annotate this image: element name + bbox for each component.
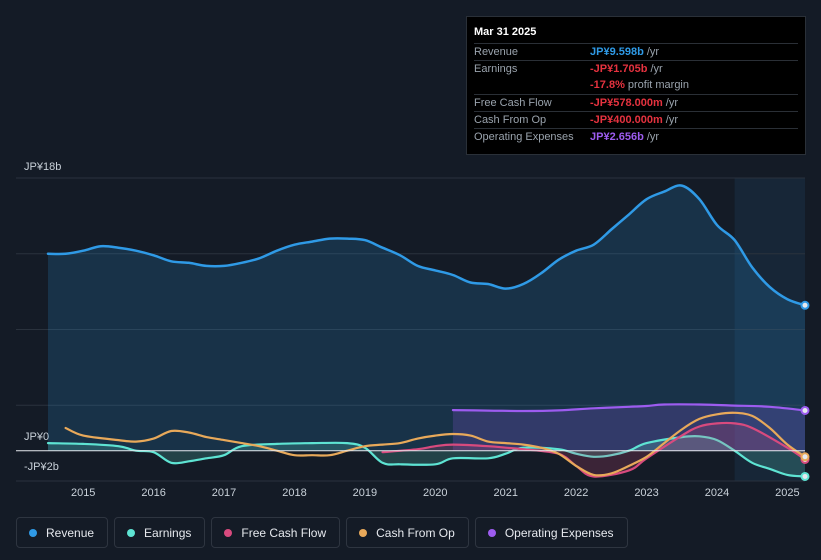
legend-item-free-cash-flow[interactable]: Free Cash Flow <box>211 517 341 548</box>
opex-end-marker <box>800 405 810 415</box>
x-tick-2018: 2018 <box>282 487 306 499</box>
legend-item-operating-expenses[interactable]: Operating Expenses <box>474 517 628 548</box>
tooltip-suffix: /yr <box>646 46 660 58</box>
y-axis-label-zero: JP¥0 <box>24 431 49 443</box>
legend-item-revenue[interactable]: Revenue <box>16 517 109 548</box>
tooltip-label: Earnings <box>474 63 518 75</box>
tooltip-value: -17.8% <box>590 79 625 91</box>
tooltip-suffix: /yr <box>665 114 679 126</box>
cfo-line <box>64 411 807 477</box>
gridlines <box>16 177 805 482</box>
tooltip-date: Mar 31 2025 <box>474 26 537 38</box>
x-tick-2017: 2017 <box>212 487 236 499</box>
tooltip-suffix: /yr <box>646 131 660 143</box>
x-axis-ticks: 2015 2016 2017 2018 2019 2020 2021 2022 2023 2024… <box>71 487 800 499</box>
y-axis-label-top: JP¥18b <box>24 161 61 173</box>
tooltip-row-earnings: Earnings -JP¥1.705b /yr <box>474 60 798 77</box>
tooltip-suffix: /yr <box>665 97 679 109</box>
legend-dot-icon <box>29 528 37 537</box>
tooltip-value: -JP¥400.000m <box>590 114 663 126</box>
tooltip-panel: Mar 31 2025 Revenue JP¥9.598b /yr Earnin… <box>466 16 806 155</box>
tooltip-label: Revenue <box>474 46 519 58</box>
tooltip-value: JP¥9.598b <box>590 46 644 58</box>
tooltip-row-free-cash-flow: Free Cash Flow -JP¥578.000m /yr <box>474 94 798 111</box>
x-tick-2021: 2021 <box>493 487 517 499</box>
legend-label: Cash From Op <box>376 525 455 540</box>
x-tick-2023: 2023 <box>634 487 658 499</box>
x-tick-2022: 2022 <box>564 487 588 499</box>
x-tick-2020: 2020 <box>423 487 447 499</box>
revenue-end-marker <box>800 300 810 310</box>
tooltip-value: -JP¥578.000m <box>590 97 663 109</box>
x-tick-2024: 2024 <box>705 487 729 499</box>
series-layer <box>16 184 810 481</box>
tooltip-value: JP¥2.656b <box>590 131 644 143</box>
legend: Revenue Earnings Free Cash Flow Cash Fro… <box>16 517 628 548</box>
legend-label: Free Cash Flow <box>241 525 327 540</box>
tooltip-row-cash-from-op: Cash From Op -JP¥400.000m /yr <box>474 111 798 128</box>
y-axis-label-bottom: -JP¥2b <box>24 461 59 473</box>
tooltip-suffix: profit margin <box>627 79 689 91</box>
legend-dot-icon <box>487 528 496 537</box>
tooltip-suffix: /yr <box>650 63 663 75</box>
legend-label: Earnings <box>144 525 192 540</box>
x-tick-2025: 2025 <box>775 487 799 499</box>
tooltip-value: -JP¥1.705b <box>590 63 648 75</box>
legend-label: Operating Expenses <box>504 525 614 540</box>
revenue-line <box>46 184 807 307</box>
fcf-area <box>382 422 805 477</box>
legend-dot-icon <box>127 528 136 537</box>
legend-item-cash-from-op[interactable]: Cash From Op <box>346 517 469 548</box>
legend-dot-icon <box>359 528 368 537</box>
opex-line <box>451 403 807 413</box>
earnings-end-marker <box>800 471 810 481</box>
fcf-line <box>381 421 807 478</box>
tooltip-label: Cash From Op <box>474 114 547 126</box>
x-tick-2015: 2015 <box>71 487 95 499</box>
tooltip-label: Operating Expenses <box>474 131 574 143</box>
legend-dot-icon <box>224 528 233 537</box>
earnings-area <box>48 436 805 477</box>
earnings-line <box>46 434 807 478</box>
legend-label: Revenue <box>46 525 95 540</box>
financial-chart[interactable]: JP¥18b JP¥0 -JP¥2b 2015 2016 2017 2018 2019 2… <box>0 0 821 510</box>
revenue-area <box>48 185 805 451</box>
x-tick-2019: 2019 <box>353 487 377 499</box>
tooltip-row-revenue: Revenue JP¥9.598b /yr <box>474 43 798 60</box>
cfo-end-marker <box>800 452 810 462</box>
tooltip-label: Free Cash Flow <box>474 97 552 109</box>
tooltip-row-profit-margin: -17.8% profit margin <box>474 77 798 94</box>
tooltip-row-operating-expenses: Operating Expenses JP¥2.656b /yr <box>474 128 798 145</box>
x-tick-2016: 2016 <box>141 487 165 499</box>
legend-item-earnings[interactable]: Earnings <box>114 517 206 548</box>
